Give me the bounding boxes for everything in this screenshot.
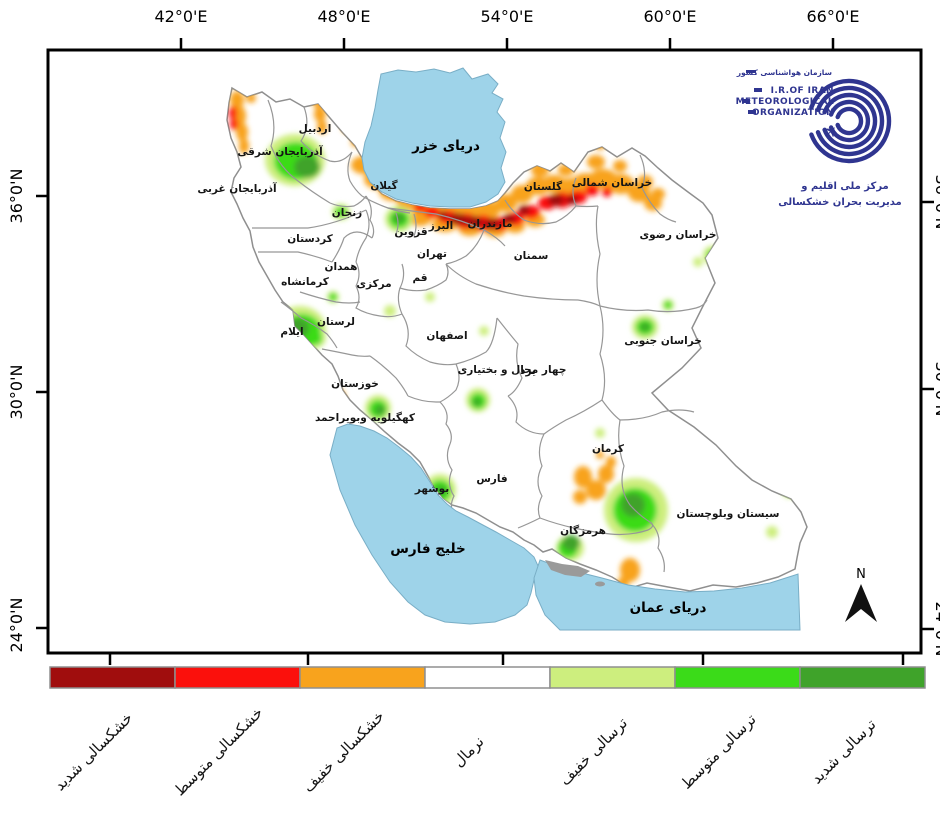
logo-org-name-en-line1: I.R.OF IRAN bbox=[771, 86, 834, 96]
north-arrow-label: N bbox=[856, 567, 866, 582]
axis-tick-label: 24°0'N bbox=[7, 598, 26, 653]
province-label-yazd: یزد bbox=[520, 365, 536, 377]
legend: خشکسالی شدید خشکسالی متوسط خشکسالی خفیف … bbox=[49, 666, 926, 799]
axis-tick-label: 30°0'N bbox=[932, 362, 940, 417]
province-label-north-khorasan: خراسان شمالی bbox=[572, 177, 652, 189]
logo-org-name-en-line3: ORGANIZATION bbox=[752, 108, 834, 118]
logo-spiral-icon: ✈ bbox=[809, 78, 892, 164]
province-label-ardabil: اردبیل bbox=[299, 123, 332, 135]
province-label-fars: فارس bbox=[476, 473, 507, 485]
legend-label-severe-wet: ترسالی شدید bbox=[807, 715, 879, 787]
axis-tick-label: 66°0'E bbox=[806, 7, 859, 26]
bottom-axis bbox=[108, 653, 905, 665]
province-label-razavi-khorasan: خراسان رضوی bbox=[640, 229, 717, 241]
legend-swatch-mild-wet bbox=[549, 666, 676, 689]
axis-tick-label: 42°0'E bbox=[154, 7, 207, 26]
province-label-markazi: مرکزی bbox=[356, 278, 391, 290]
province-label-alborz: البرز bbox=[428, 220, 453, 232]
province-label-semnan: سمنان bbox=[514, 250, 549, 262]
logo-center-name-line2: مدیریت بحران خشکسالی bbox=[778, 197, 901, 208]
province-label-kermanshah: کرمانشاه bbox=[281, 276, 330, 288]
province-label-hamadan: همدان bbox=[325, 261, 358, 273]
persian-gulf-label: خلیج فارس bbox=[390, 541, 466, 557]
legend-swatch-mild-drought bbox=[299, 666, 426, 689]
province-label-tehran: تهران bbox=[417, 248, 447, 260]
province-label-chaharmahal-bakhtiari: چهار محال و بختیاری bbox=[458, 364, 567, 376]
axis-tick-label: 24°0'N bbox=[932, 602, 940, 657]
legend-swatch-severe-drought bbox=[49, 666, 176, 689]
province-label-east-azerbaijan: آذربایجان شرقی bbox=[237, 145, 323, 158]
province-label-kurdistan: کردستان bbox=[287, 233, 333, 245]
province-label-zanjan: زنجان bbox=[332, 207, 362, 219]
left-axis: 36°0'N 30°0'N 24°0'N bbox=[7, 169, 49, 653]
persian-gulf bbox=[329, 423, 540, 625]
logo-org-name-fa: سازمان هواشناسی کشور bbox=[736, 68, 832, 77]
north-arrow-icon bbox=[845, 584, 877, 622]
logo-line-decoration bbox=[748, 110, 756, 114]
axis-tick-label: 30°0'N bbox=[7, 365, 26, 420]
province-label-golestan: گلستان bbox=[524, 180, 563, 193]
qeshm-island bbox=[545, 560, 590, 577]
gulf-of-oman-label: دریای عمان bbox=[630, 600, 707, 616]
legend-label-moderate-wet: ترسالی متوسط bbox=[677, 710, 759, 792]
province-label-gilan: گیلان bbox=[370, 179, 398, 192]
province-label-sistan-baluchestan: سیستان وبلوچستان bbox=[677, 508, 780, 520]
legend-swatch-moderate-wet bbox=[674, 666, 801, 689]
legend-swatch-severe-wet bbox=[799, 666, 926, 689]
province-label-bushehr: بوشهر bbox=[414, 483, 449, 495]
legend-label-moderate-drought: خشکسالی متوسط bbox=[170, 703, 266, 799]
logo-line-decoration bbox=[746, 70, 756, 73]
province-label-mazandaran: مازندران bbox=[467, 218, 512, 230]
axis-tick-label: 48°0'E bbox=[317, 7, 370, 26]
logo-line-decoration bbox=[754, 88, 762, 92]
province-label-qazvin: قزوین bbox=[394, 226, 427, 238]
legend-label-normal: نرمال bbox=[449, 732, 487, 770]
legend-swatch-normal bbox=[424, 666, 551, 689]
legend-label-mild-wet: ترسالی خفیف bbox=[556, 714, 631, 789]
gulf-of-oman bbox=[533, 559, 801, 631]
province-label-isfahan: اصفهان bbox=[426, 330, 467, 342]
province-label-lorestan: لرستان bbox=[317, 316, 355, 328]
legend-swatch-moderate-drought bbox=[174, 666, 301, 689]
right-axis: 36°0'N 30°0'N 24°0'N bbox=[921, 175, 940, 657]
logo-line-decoration bbox=[742, 99, 750, 103]
axis-tick-label: 36°0'N bbox=[7, 169, 26, 224]
province-label-qom: قم bbox=[412, 272, 427, 284]
province-label-kerman: کرمان bbox=[592, 443, 625, 455]
province-label-kohgiluyeh-boyerahmad: کهگیلویه وبویراحمد bbox=[315, 411, 416, 424]
small-island bbox=[595, 581, 605, 587]
province-label-west-azerbaijan: آذربایجان غربی bbox=[197, 182, 277, 195]
map-frame bbox=[46, 48, 923, 655]
legend-label-severe-drought: خشکسالی شدید bbox=[51, 709, 137, 795]
province-label-ilam: ایلام bbox=[280, 326, 303, 338]
axis-tick-label: 54°0'E bbox=[480, 7, 533, 26]
water-bodies bbox=[329, 67, 801, 631]
caspian-sea-label: دریای خزر bbox=[411, 138, 480, 154]
province-label-south-khorasan: خراسان جنوبی bbox=[624, 335, 702, 347]
axis-tick-label: 60°0'E bbox=[643, 7, 696, 26]
province-label-khuzestan: خوزستان bbox=[331, 378, 379, 390]
province-labels: اردبیل آذربایجان شرقی آذربایجان غربی گیل… bbox=[197, 123, 779, 537]
north-arrow: N bbox=[845, 567, 877, 622]
logo-center-name-line1: مرکز ملی اقلیم و bbox=[800, 181, 888, 192]
top-axis: 42°0'E 48°0'E 54°0'E 60°0'E 66°0'E bbox=[154, 7, 860, 51]
irimo-logo: سازمان هواشناسی کشور I.R.OF IRAN METEORO… bbox=[736, 68, 902, 208]
logo-org-name-en-line2: METEOROLOGICAL bbox=[736, 97, 834, 107]
province-boundaries bbox=[252, 99, 708, 573]
axis-tick-label: 36°0'N bbox=[932, 175, 940, 230]
caspian-sea bbox=[361, 67, 507, 208]
province-label-hormozgan: هرمزگان bbox=[560, 524, 606, 537]
legend-label-mild-drought: خشکسالی خفیف bbox=[299, 707, 388, 796]
